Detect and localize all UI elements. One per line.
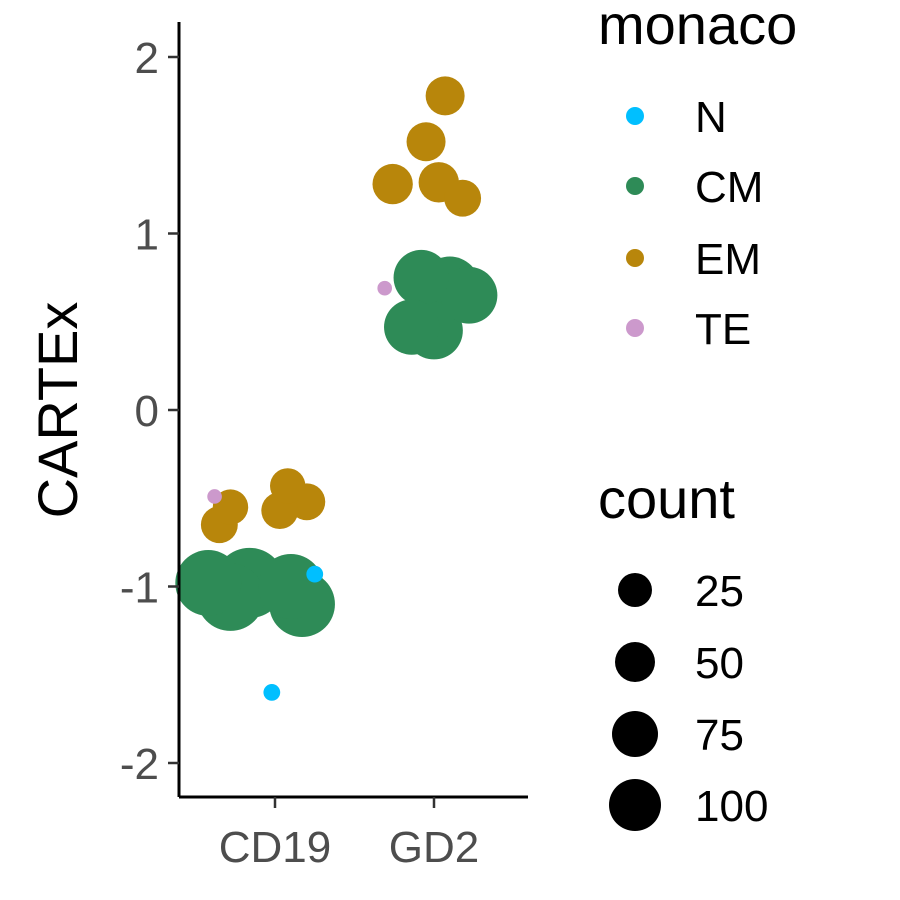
point-cd19-n	[263, 684, 281, 701]
legend-monaco: monaco N CM EM TE	[598, 0, 797, 354]
legend-size-key-75	[612, 711, 658, 757]
legend-label-cm: CM	[695, 163, 763, 212]
legend-key-cm	[626, 177, 644, 195]
point-cd19-em	[270, 468, 306, 504]
point-gd2-em	[444, 179, 482, 217]
point-gd2-te	[377, 280, 393, 296]
legend-size-label-25: 25	[695, 567, 744, 616]
legend-size-key-100	[609, 779, 661, 831]
legend-label-te: TE	[695, 305, 751, 354]
legend-label-em: EM	[695, 235, 761, 284]
y-axis-label: CARTEx	[26, 302, 89, 519]
axes: -2 -1 0 1 2 CD19 GD2 CARTEx	[26, 22, 528, 872]
legend-label-n: N	[695, 93, 727, 142]
y-tick-label: -1	[120, 564, 159, 613]
x-ticks: CD19 GD2	[219, 797, 479, 872]
y-tick-label: -2	[120, 740, 159, 789]
legend-size-key-25	[618, 573, 652, 607]
legend-count-title: count	[598, 467, 735, 530]
legend-size-label-75: 75	[695, 711, 744, 760]
legend-key-te	[626, 319, 644, 337]
legend-key-em	[626, 249, 644, 267]
legend-size-label-50: 50	[695, 639, 744, 688]
legend-count: count 25 50 75 100	[598, 467, 768, 831]
x-tick-label-cd19: CD19	[219, 823, 332, 872]
point-gd2-cm	[384, 299, 440, 355]
y-tick-label: 2	[135, 34, 159, 83]
point-cd19-cm	[258, 553, 324, 620]
point-cd19-n	[306, 565, 324, 583]
point-cd19-te	[207, 489, 222, 504]
y-tick-label: 1	[135, 211, 159, 260]
point-gd2-cm	[393, 249, 449, 306]
point-cd19-cm	[175, 550, 242, 616]
legend-size-label-100: 100	[695, 782, 768, 831]
point-gd2-cm	[440, 266, 498, 324]
legend-monaco-title: monaco	[598, 0, 797, 56]
legend-size-key-50	[615, 642, 655, 682]
x-tick-label-gd2: GD2	[389, 823, 479, 872]
plot-area	[175, 76, 498, 701]
legend-key-n	[626, 107, 644, 125]
y-tick-label: 0	[135, 387, 159, 436]
point-gd2-em	[425, 76, 465, 116]
y-ticks: -2 -1 0 1 2	[120, 34, 179, 789]
point-gd2-em	[406, 122, 446, 162]
point-gd2-em	[372, 163, 413, 205]
